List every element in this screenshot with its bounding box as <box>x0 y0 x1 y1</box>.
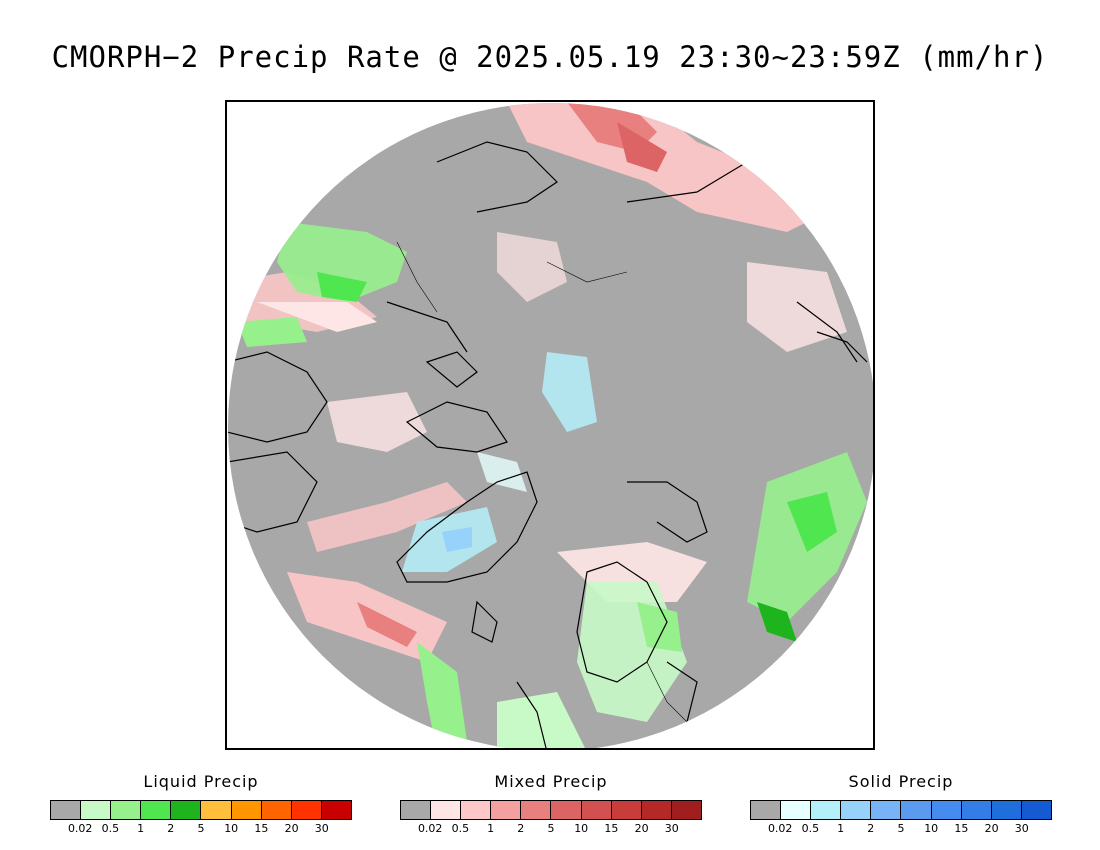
legend-swatch <box>291 801 322 819</box>
legend-tick-label: 15 <box>954 822 969 835</box>
legend-swatch <box>961 801 992 819</box>
legend-swatch <box>641 801 672 819</box>
legend-ticks: 0.02 0.5 1 2 5 10 15 20 30 <box>750 820 1052 835</box>
legend-tick-label: 1 <box>487 822 495 835</box>
legend-swatch <box>321 801 351 819</box>
legend-tick-label: 15 <box>604 822 619 835</box>
legend-title: Mixed Precip <box>494 772 608 791</box>
legend-tick-label: 20 <box>634 822 649 835</box>
legend-ticks: 0.02 0.5 1 2 5 10 15 20 30 <box>400 820 702 835</box>
legend-tick-label: 2 <box>517 822 525 835</box>
precip-overlay <box>228 103 868 748</box>
legend-tick-label: 0.02 <box>67 822 93 835</box>
legend-swatch <box>841 801 872 819</box>
precip-map[interactable] <box>225 100 875 750</box>
legend-swatch <box>671 801 701 819</box>
legend-swatch <box>491 801 522 819</box>
legend-tick-label: 30 <box>314 822 329 835</box>
legend-swatch <box>51 801 82 819</box>
legend-swatch <box>141 801 172 819</box>
legend-tick-label: 5 <box>547 822 555 835</box>
legend-swatch <box>231 801 262 819</box>
legend-swatch <box>931 801 962 819</box>
legend-tick-label: 10 <box>924 822 939 835</box>
legend-title: Solid Precip <box>848 772 954 791</box>
legend-swatch <box>871 801 902 819</box>
legend-swatch <box>581 801 612 819</box>
legend-tick-label: 1 <box>137 822 145 835</box>
legend-swatch <box>521 801 552 819</box>
legend-tick-label: 2 <box>867 822 875 835</box>
legend-swatch <box>811 801 842 819</box>
legend-tick-label: 20 <box>284 822 299 835</box>
map-title: CMORPH−2 Precip Rate @ 2025.05.19 23:30~… <box>51 40 1049 74</box>
legend-tick-label: 30 <box>664 822 679 835</box>
legend-swatch <box>261 801 292 819</box>
legend-color-bar <box>400 800 702 820</box>
legend-color-bar <box>50 800 352 820</box>
legend-tick-label: 0.02 <box>767 822 793 835</box>
legend-swatch <box>611 801 642 819</box>
legend-swatch <box>111 801 142 819</box>
legend-ticks: 0.02 0.5 1 2 5 10 15 20 30 <box>50 820 352 835</box>
legend-color-bar <box>750 800 1052 820</box>
legend-swatch <box>401 801 432 819</box>
legend-tick-label: 1 <box>837 822 845 835</box>
legend-tick-label: 30 <box>1014 822 1029 835</box>
legend-tick-label: 0.5 <box>101 822 120 835</box>
polar-map-svg <box>228 103 873 748</box>
legend-tick-label: 0.02 <box>417 822 443 835</box>
legend-swatch <box>461 801 492 819</box>
legend-tick-label: 2 <box>167 822 175 835</box>
legend-tick-label: 15 <box>254 822 269 835</box>
legend-tick-label: 10 <box>224 822 239 835</box>
solid-precip-legend: Solid Precip 0.02 0.5 1 2 5 10 15 20 30 <box>750 772 1052 835</box>
mixed-precip-legend: Mixed Precip 0.02 0.5 1 2 5 10 15 20 30 <box>400 772 702 835</box>
legend-swatch <box>171 801 202 819</box>
legend-swatch <box>751 801 782 819</box>
legend-swatch <box>781 801 812 819</box>
legend-tick-label: 0.5 <box>801 822 820 835</box>
legend-tick-label: 5 <box>897 822 905 835</box>
legend-swatch <box>201 801 232 819</box>
legend-tick-label: 10 <box>574 822 589 835</box>
legend-tick-label: 0.5 <box>451 822 470 835</box>
legend-swatch <box>551 801 582 819</box>
liquid-precip-legend: Liquid Precip 0.02 0.5 1 2 5 10 15 20 30 <box>50 772 352 835</box>
legend-tick-label: 5 <box>197 822 205 835</box>
legend-swatch <box>901 801 932 819</box>
legend-swatch <box>991 801 1022 819</box>
legend-swatch <box>1021 801 1051 819</box>
legend-swatch <box>81 801 112 819</box>
legend-title: Liquid Precip <box>143 772 259 791</box>
legend-swatch <box>431 801 462 819</box>
legend-tick-label: 20 <box>984 822 999 835</box>
